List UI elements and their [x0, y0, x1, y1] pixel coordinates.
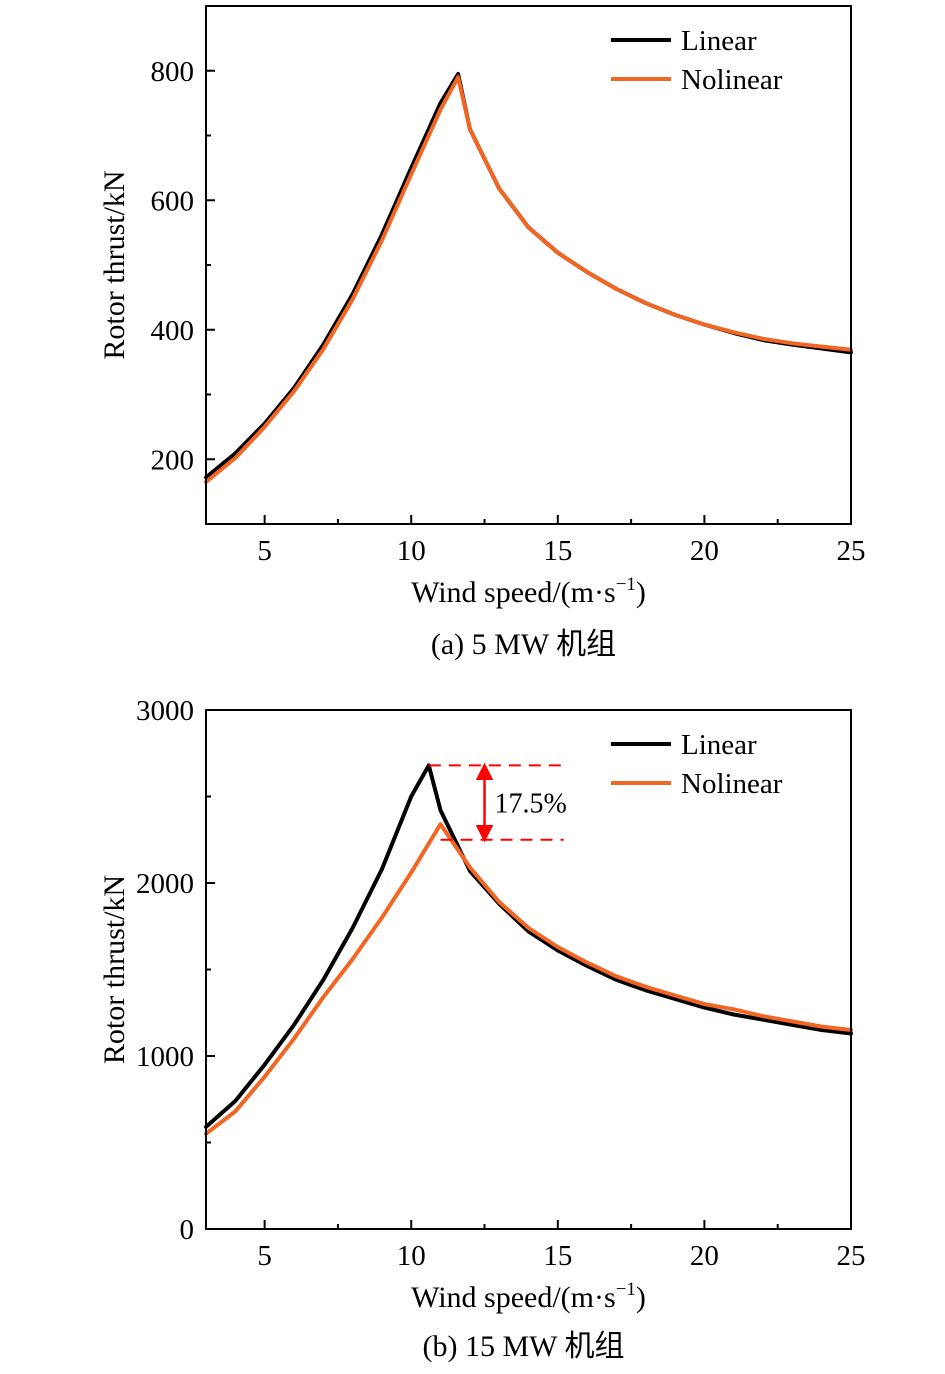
x-tick-label: 5	[257, 1240, 272, 1272]
x-tick-label: 15	[543, 535, 572, 567]
series-line-linear	[204, 72, 853, 480]
x-tick-label: 25	[837, 535, 866, 567]
y-tick-label: 200	[151, 444, 195, 476]
legend: Linear Nolinear	[611, 729, 783, 800]
y-axis-title: Rotor thrust/kN	[98, 875, 131, 1064]
caption: (a) 5 MW 机组	[431, 628, 616, 661]
x-tick-label: 15	[543, 1240, 572, 1272]
y-tick-label: 2000	[136, 868, 194, 900]
x-axis-title: Wind speed/(m·s−1)	[411, 1279, 646, 1314]
x-axis-title-sup: −1	[616, 574, 636, 595]
series-line-linear	[204, 763, 853, 1129]
x-axis-title-end: )	[636, 1281, 646, 1314]
caption: (b) 15 MW 机组	[423, 1330, 625, 1363]
y-tick-label: 800	[151, 56, 195, 88]
chart-panel-b: 17.5% 5 10 15 20 25 0 1000 2000 3000 Rotor thrus…	[98, 695, 866, 1363]
legend-label-linear: Linear	[681, 729, 757, 761]
legend: Linear Nolinear	[611, 25, 783, 96]
x-tick-label: 5	[257, 535, 272, 567]
x-axis-title: Wind speed/(m·s−1)	[411, 574, 646, 609]
chart-panel-a: 5 10 15 20 25 200 400 600 800 Rotor thrust/kN Wi…	[98, 5, 866, 661]
difference-annotation: 17.5%	[428, 762, 567, 843]
y-tick-label: 400	[151, 315, 195, 347]
x-tick-label: 25	[837, 1240, 866, 1272]
y-axis-title: Rotor thrust/kN	[98, 170, 131, 359]
annotation-label: 17.5%	[495, 789, 567, 820]
x-tick-label: 10	[397, 1240, 426, 1272]
y-tick-label: 0	[180, 1214, 195, 1246]
legend-label-linear: Linear	[681, 25, 757, 57]
x-axis-title-main: Wind speed/(m·s	[411, 1281, 616, 1314]
x-axis-title-main: Wind speed/(m·s	[411, 576, 616, 609]
x-axis-title-sup: −1	[616, 1279, 636, 1300]
x-tick-label: 10	[397, 535, 426, 567]
x-tick-label: 20	[690, 535, 719, 567]
series-line-nolinear	[204, 75, 853, 484]
legend-label-nolinear: Nolinear	[681, 768, 783, 800]
y-tick-label: 600	[151, 185, 195, 217]
x-tick-label: 20	[690, 1240, 719, 1272]
y-tick-label: 1000	[136, 1041, 194, 1073]
legend-label-nolinear: Nolinear	[681, 64, 783, 96]
series-line-nolinear	[204, 822, 853, 1136]
x-axis-title-end: )	[636, 576, 646, 609]
y-tick-label: 3000	[136, 695, 194, 727]
